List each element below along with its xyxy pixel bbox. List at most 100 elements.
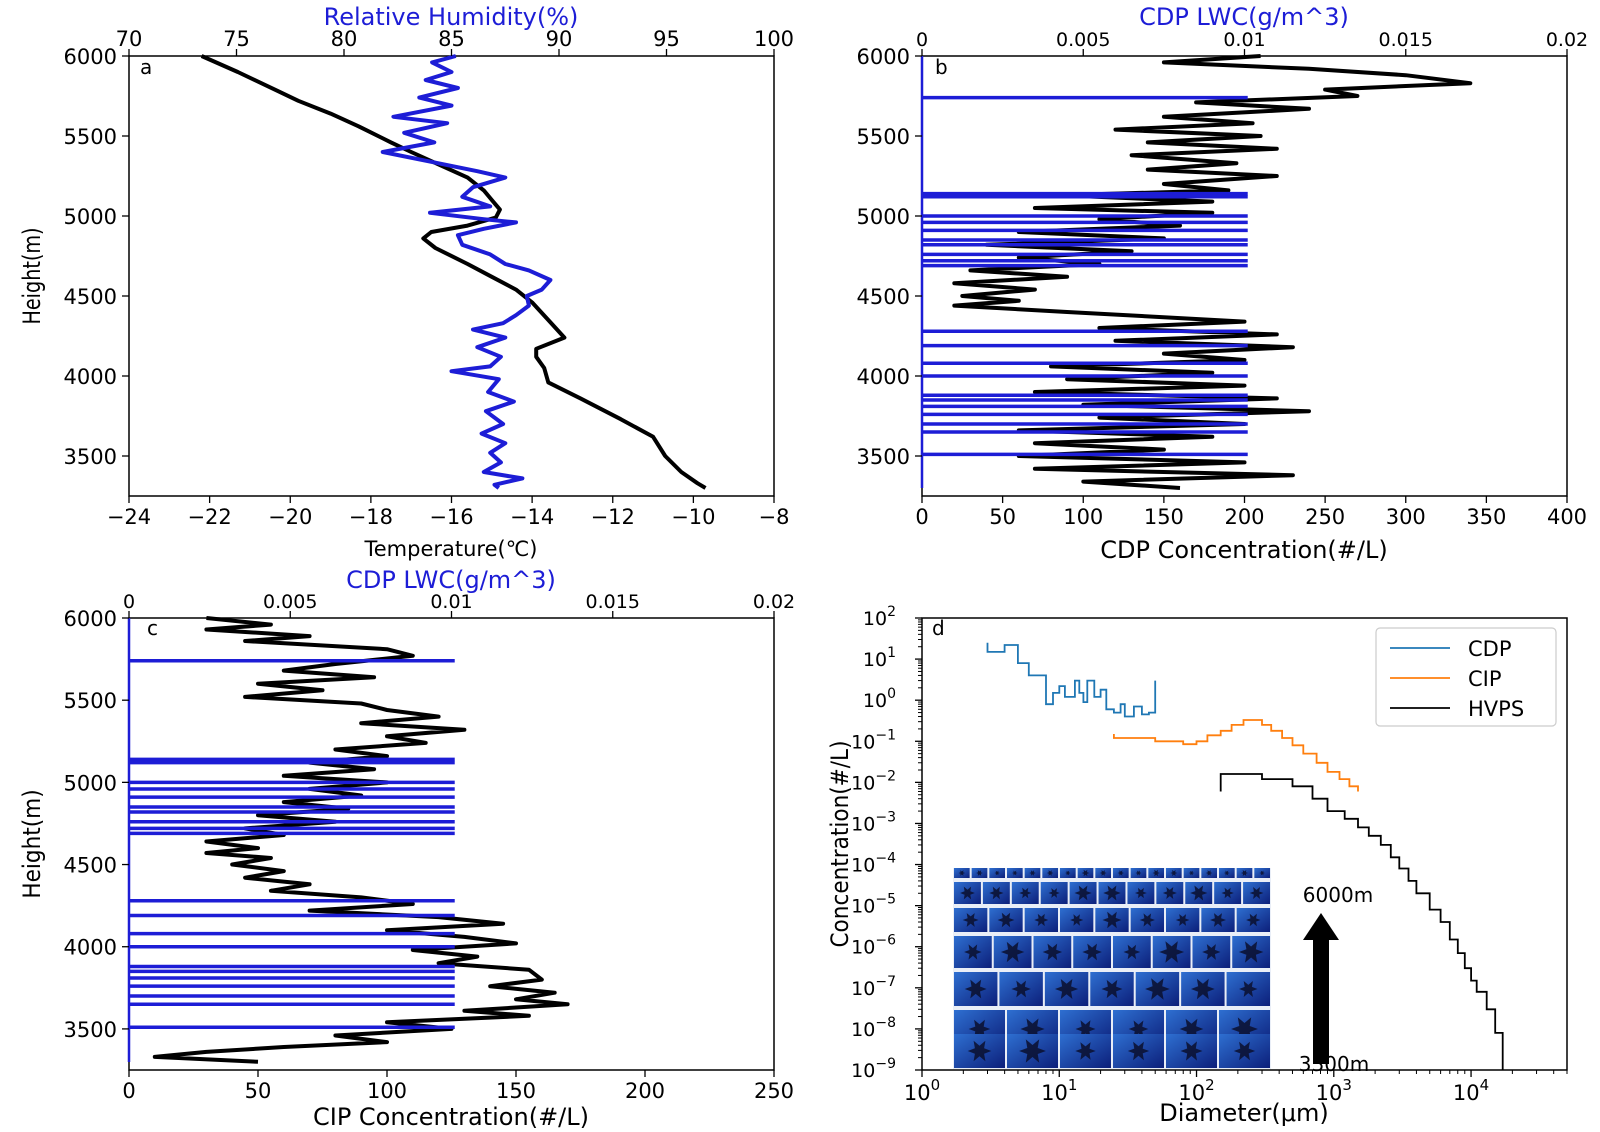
- d-y-tick-label: 10−3: [851, 809, 896, 835]
- crystal-shape: [964, 944, 982, 960]
- panel-b-top-axis-label: CDP LWC(g/m^3): [1139, 3, 1349, 31]
- c-top-tick-label: 0.005: [263, 591, 317, 613]
- ice-crystal-collage-image: [953, 868, 1271, 1069]
- c-y-tick-label: 6000: [64, 607, 117, 631]
- crystal-shape: [1179, 1018, 1204, 1040]
- panel-b-bottom-axis-label: CDP Concentration(#/L): [1100, 536, 1387, 564]
- c-y-tick-label: 5000: [64, 771, 117, 795]
- crystal-shape: [1145, 978, 1170, 1000]
- b-x-tick-label: 150: [1144, 505, 1184, 529]
- b-top-tick-label: 0.01: [1223, 29, 1265, 51]
- crystal-shape: [1175, 914, 1190, 926]
- crystal-shape: [1233, 1041, 1256, 1061]
- b-x-tick-label: 100: [1063, 505, 1103, 529]
- d-series-line-cdp: [986, 642, 1157, 718]
- panel-c-plot-area: [127, 616, 570, 1064]
- crystal-shape: [989, 886, 1004, 900]
- crystal-shape: [1180, 1041, 1203, 1061]
- crystal-shape: [962, 913, 979, 927]
- b-series-line-0: [952, 54, 1473, 490]
- crystal-shape: [1074, 885, 1092, 901]
- a-y-tick-label: 5000: [64, 205, 117, 229]
- c-y-tick-label: 5500: [64, 689, 117, 713]
- d-y-tick-label: 10−2: [851, 768, 896, 794]
- c-top-tick-label: 0.01: [430, 591, 472, 613]
- crystal-shape: [1202, 944, 1221, 960]
- a-top-tick-label: 80: [331, 27, 358, 51]
- c-top-tick-label: 0.02: [753, 591, 795, 613]
- c-x-tick-label: 0: [122, 1079, 135, 1103]
- crystal-shape: [1127, 1041, 1150, 1061]
- crystal-shape: [1011, 980, 1031, 998]
- crystal-shape: [1249, 887, 1264, 899]
- panel-a-tag: a: [140, 55, 152, 79]
- crystal-shape: [1190, 885, 1208, 901]
- annotation-top-height: 6000m: [1303, 883, 1373, 907]
- panel-a-top-axis-label: Relative Humidity(%): [324, 3, 579, 31]
- crystal-shape: [1205, 870, 1213, 876]
- crystal-shape: [1046, 870, 1054, 876]
- c-x-tick-label: 100: [367, 1079, 407, 1103]
- crystal-shape: [1135, 887, 1147, 899]
- a-y-tick-label: 3500: [64, 445, 117, 469]
- crystal-shape: [997, 912, 1015, 928]
- a-x-tick-label: −16: [429, 505, 473, 529]
- panel-a-bottom-axis-label: Temperature(℃): [364, 537, 538, 561]
- panel-c-y-axis-label: Height(m): [19, 789, 46, 898]
- crystal-shape: [964, 979, 987, 999]
- a-top-tick-label: 75: [223, 27, 250, 51]
- crystal-shape: [968, 1019, 991, 1039]
- c-series-line-0: [152, 616, 570, 1064]
- a-x-tick-label: −24: [107, 505, 151, 529]
- a-top-tick-label: 90: [546, 27, 573, 51]
- crystal-shape: [1239, 981, 1258, 997]
- c-top-tick-label: 0.015: [586, 591, 640, 613]
- d-x-tick-label: 100: [904, 1076, 940, 1105]
- crystal-shape: [1170, 870, 1178, 876]
- legend: CDP CIP HVPS: [1375, 627, 1557, 727]
- crystal-shape: [1065, 870, 1071, 876]
- b-top-tick-label: 0.005: [1056, 29, 1110, 51]
- b-y-tick-label: 6000: [857, 45, 910, 69]
- crystal-shape: [1103, 885, 1121, 901]
- d-y-tick-label: 102: [863, 604, 896, 630]
- crystal-shape: [1224, 870, 1230, 876]
- a-y-tick-label: 5500: [64, 125, 117, 149]
- panel-b-axes: 0 50 100 150 200 250 300 350 4000 0.005 0.01 0.015 0…: [857, 29, 1589, 529]
- d-series-line-cip: [1113, 719, 1359, 792]
- panel-d-frame: [921, 617, 1568, 1071]
- b-x-tick-label: 350: [1466, 505, 1506, 529]
- panel-a-y-axis-label: Height(m): [19, 227, 47, 324]
- crystal-shape: [1117, 870, 1124, 876]
- panel-c: 0 50 100 150 200 250 0 0.005 0.01 0.015 0.02 3500 40…: [19, 566, 795, 1131]
- d-x-tick-label: 104: [1453, 1076, 1489, 1105]
- panel-d: 6000m 3300m 100 101 102 103 10410−910−810−71…: [827, 604, 1568, 1127]
- panel-a-frame: [128, 55, 775, 497]
- panel-d-plot-area: [986, 642, 1504, 1070]
- b-x-tick-label: 400: [1547, 505, 1587, 529]
- crystal-shape: [1231, 1017, 1258, 1041]
- panel-b: 0 50 100 150 200 250 300 350 4000 0.005 0.01 0.015 0…: [857, 3, 1589, 564]
- height-arrow: [1303, 913, 1339, 1064]
- crystal-shape: [1019, 887, 1032, 899]
- crystal-shape: [1210, 913, 1226, 927]
- d-y-tick-label: 10−5: [851, 892, 896, 918]
- b-y-tick-label: 4000: [857, 365, 910, 389]
- panel-b-plot-area: [920, 54, 1473, 490]
- crystal-shape: [1139, 913, 1155, 927]
- crystal-shape: [1048, 888, 1060, 898]
- crystal-shape: [1034, 913, 1049, 927]
- panel-c-tag: c: [147, 616, 158, 640]
- panel-d-tag: d: [932, 616, 945, 640]
- d-y-tick-label: 10−7: [851, 974, 896, 1000]
- crystal-shape: [1019, 1039, 1046, 1063]
- panel-a: −24 −22 −20 −18 −16 −14 −12 −10 −8 70 75 80 85 90 95 10…: [19, 3, 794, 561]
- crystal-shape: [1020, 1018, 1045, 1040]
- d-series-line-hvps: [1219, 773, 1504, 1070]
- c-x-tick-label: 250: [754, 1079, 794, 1103]
- a-y-tick-label: 4500: [64, 285, 117, 309]
- b-y-tick-label: 5500: [857, 125, 910, 149]
- crystal-shape: [1241, 870, 1248, 876]
- c-top-tick-label: 0: [123, 591, 135, 613]
